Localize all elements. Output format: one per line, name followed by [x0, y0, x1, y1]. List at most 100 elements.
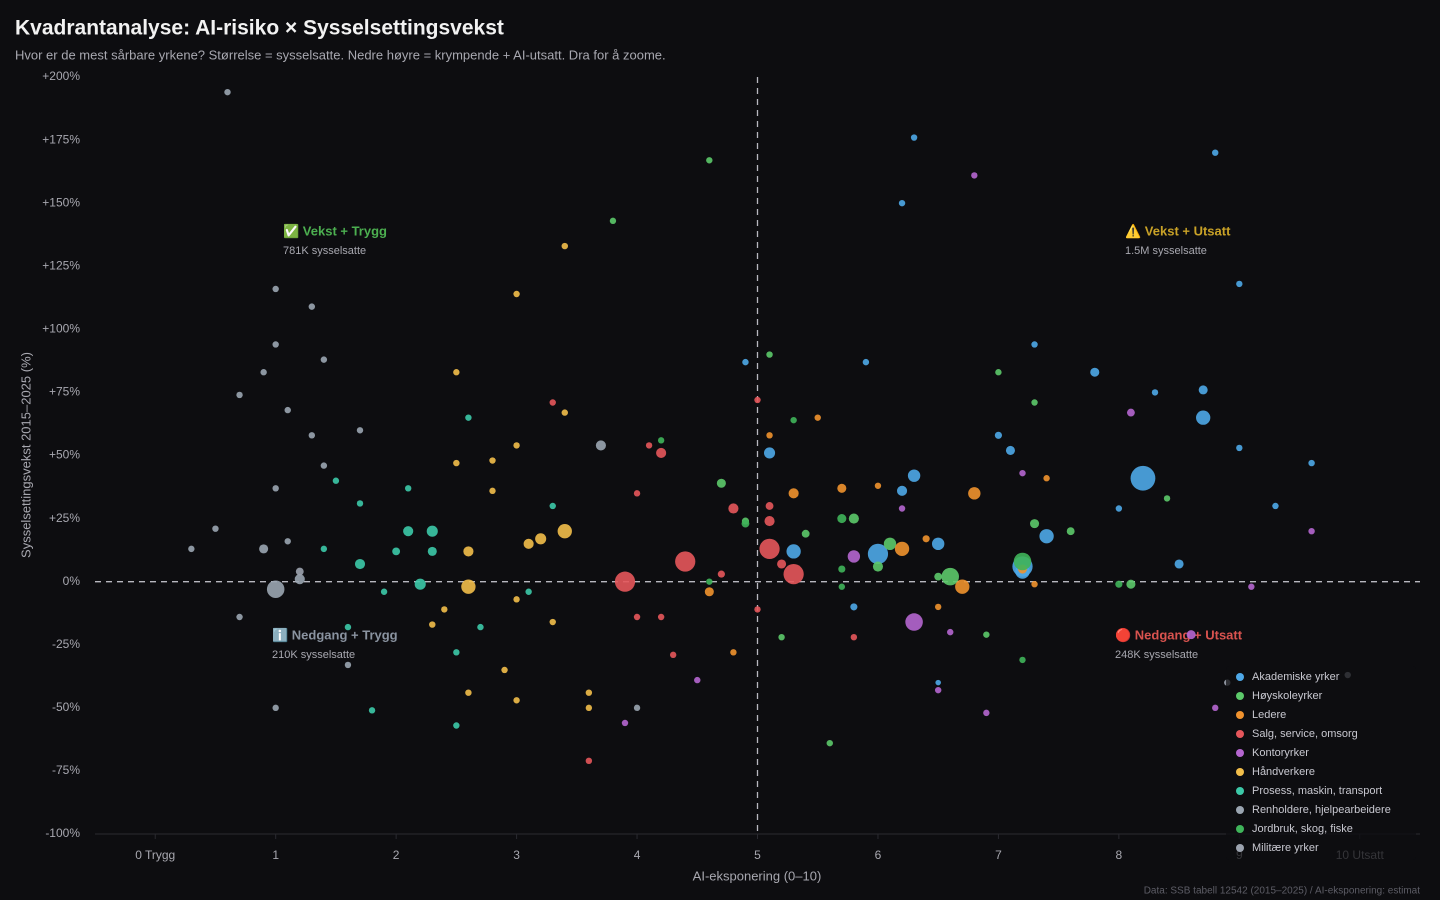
- point: [266, 580, 285, 599]
- point: [995, 369, 1002, 376]
- point: [905, 613, 923, 631]
- point: [1236, 280, 1243, 288]
- point: [837, 483, 847, 493]
- point: [656, 447, 667, 459]
- y-tick-label: +75%: [49, 385, 80, 399]
- point: [1163, 495, 1171, 502]
- point: [907, 469, 921, 482]
- legend-swatch: [1236, 787, 1244, 795]
- source-note: Data: SSB tabell 12542 (2015–2025) / AI-…: [1144, 886, 1421, 897]
- point: [557, 524, 572, 539]
- point: [1126, 579, 1136, 589]
- x-tick-label: 8: [1116, 848, 1123, 862]
- point: [320, 462, 328, 469]
- point: [1031, 341, 1038, 348]
- point: [621, 719, 629, 727]
- point: [947, 628, 954, 636]
- point: [704, 587, 714, 597]
- point: [837, 514, 847, 524]
- point: [465, 689, 472, 696]
- legend-label: Renholdere, hjelpearbeidere: [1252, 804, 1391, 816]
- series-group: [657, 416, 1123, 664]
- point: [1272, 502, 1279, 510]
- point: [706, 578, 713, 585]
- point: [356, 500, 364, 507]
- point: [525, 588, 532, 595]
- point: [883, 537, 897, 551]
- point: [742, 358, 749, 366]
- point: [453, 369, 460, 376]
- x-tick-label: 7: [995, 848, 1002, 862]
- point: [874, 482, 882, 489]
- point: [1186, 630, 1196, 640]
- point: [236, 613, 243, 621]
- series-group: [621, 172, 1315, 727]
- point: [1031, 399, 1038, 406]
- series-group: [549, 396, 858, 765]
- chart-title: Kvadrantanalyse: AI-risiko × Sysselsetti…: [15, 17, 504, 40]
- quadrant-sub: 781K sysselsatte: [283, 245, 366, 257]
- point: [513, 290, 520, 298]
- point: [766, 351, 773, 358]
- point: [730, 649, 737, 656]
- series-group: [320, 414, 556, 729]
- point: [489, 457, 496, 464]
- legend-swatch: [1236, 673, 1244, 681]
- point: [1019, 469, 1026, 477]
- legend-swatch: [1236, 768, 1244, 776]
- quadrant-label: 🔴 Nedgang + Utsatt: [1115, 627, 1243, 642]
- point: [332, 477, 340, 484]
- legend-label: Håndverkere: [1252, 766, 1315, 778]
- point: [971, 172, 978, 179]
- point: [935, 679, 941, 686]
- point: [694, 676, 701, 684]
- point: [728, 503, 739, 514]
- point: [1019, 656, 1026, 664]
- legend-label: Kontoryrker: [1252, 747, 1309, 759]
- point: [453, 722, 460, 729]
- point: [501, 666, 508, 674]
- point: [272, 341, 279, 348]
- point: [1308, 459, 1315, 467]
- point: [872, 561, 884, 572]
- x-tick-label: 0 Trygg: [135, 848, 175, 862]
- legend-label: Prosess, maskin, transport: [1252, 785, 1382, 797]
- point: [427, 546, 437, 556]
- y-tick-label: -75%: [52, 763, 80, 777]
- point: [561, 242, 568, 250]
- legend-swatch: [1236, 692, 1244, 700]
- point: [896, 485, 908, 496]
- point: [657, 437, 665, 444]
- point: [513, 596, 520, 603]
- point: [380, 588, 388, 595]
- point: [994, 431, 1002, 439]
- point: [657, 613, 665, 621]
- y-tick-label: -100%: [45, 826, 80, 840]
- point: [1030, 519, 1040, 529]
- point: [549, 618, 556, 626]
- point: [453, 649, 460, 656]
- legend-bg: [1226, 666, 1416, 860]
- point: [1308, 528, 1315, 535]
- legend-swatch: [1236, 749, 1244, 757]
- point: [284, 406, 291, 414]
- point: [1090, 367, 1100, 377]
- point: [1039, 529, 1054, 544]
- point: [260, 369, 267, 376]
- point: [308, 303, 316, 310]
- point: [983, 631, 990, 638]
- point: [754, 606, 761, 613]
- point: [1196, 410, 1211, 425]
- point: [463, 546, 474, 557]
- point: [426, 525, 438, 537]
- point: [783, 563, 804, 585]
- legend-swatch: [1236, 825, 1244, 833]
- point: [934, 686, 942, 694]
- x-axis-title: AI-eksponering (0–10): [693, 868, 822, 883]
- quadrant-sub: 210K sysselsatte: [272, 649, 355, 661]
- y-tick-label: +100%: [42, 322, 80, 336]
- point: [614, 571, 636, 592]
- point: [867, 543, 889, 565]
- point: [1212, 149, 1219, 156]
